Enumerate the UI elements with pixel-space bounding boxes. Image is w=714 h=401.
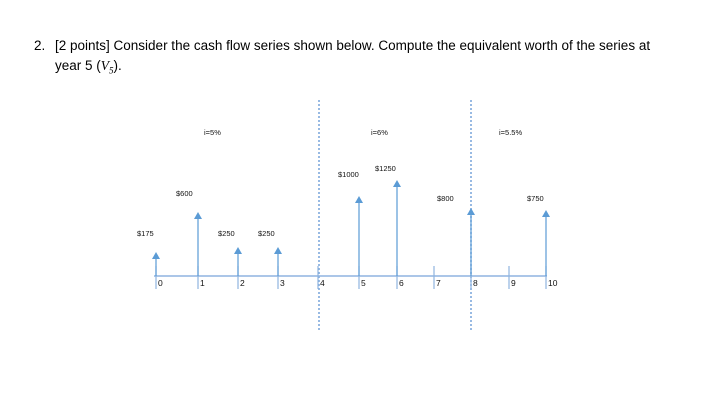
arrow-up-icon [274,247,282,254]
period-label: 2 [240,278,245,288]
question-line-1: [2 points] Consider the cash flow series… [55,38,651,53]
interest-rate-label: i=6% [371,128,388,137]
cash-flow-amount: $250 [258,229,275,238]
period-label: 0 [158,278,163,288]
interest-rate-label: i=5% [204,128,221,137]
period-label: 3 [280,278,285,288]
period-label: 1 [200,278,205,288]
period-label: 6 [399,278,404,288]
period-label: 9 [511,278,516,288]
cash-flow-amount: $750 [527,194,544,203]
cash-flow-amount: $600 [176,189,193,198]
arrow-up-icon [234,247,242,254]
cash-flow-amount: $1000 [338,170,359,179]
period-label: 5 [361,278,366,288]
question-body: [2 points] Consider the cash flow series… [55,36,695,81]
period-label: 10 [548,278,558,288]
arrow-up-icon [393,180,401,187]
cash-flow-amount: $1250 [375,164,396,173]
arrow-up-icon [467,208,475,215]
arrow-up-icon [194,212,202,219]
question-line-2: year 5 (V5). [55,58,122,76]
arrow-up-icon [152,252,160,259]
question-number: 2. [34,38,46,53]
arrow-up-icon [355,196,363,203]
interest-rate-label: i=5.5% [499,128,523,137]
cash-flow-amount: $175 [137,229,154,238]
period-label: 7 [436,278,441,288]
cash-flow-amount: $800 [437,194,454,203]
arrow-up-icon [542,210,550,217]
variable-v5: V5 [100,58,114,76]
cash-flow-amount: $250 [218,229,235,238]
period-label: 8 [473,278,478,288]
period-label: 4 [320,278,325,288]
